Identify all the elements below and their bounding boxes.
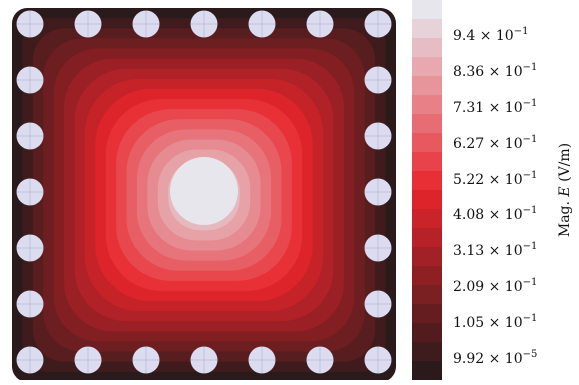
colorbar-band <box>412 19 442 39</box>
colorbar-title-prefix: Mag. <box>557 201 573 238</box>
tick-mantissa: 1.05 <box>453 315 485 332</box>
colorbar-band <box>412 228 442 248</box>
colorbar-band <box>412 114 442 134</box>
colorbar-title-symbol: E <box>557 186 573 197</box>
colorbar-band <box>412 323 442 343</box>
field-magnitude-map <box>12 8 396 380</box>
tick-times-ten: × 10 <box>484 99 523 116</box>
colorbar-tick-label: 6.27 × 10−1 <box>453 133 538 152</box>
tick-exponent: −1 <box>522 97 538 109</box>
colorbar-band <box>412 342 442 362</box>
tick-times-ten: × 10 <box>484 207 523 224</box>
colorbar-band <box>412 76 442 96</box>
tick-exponent: −5 <box>522 349 538 360</box>
tick-exponent: −1 <box>522 61 538 73</box>
colorbar-bands <box>412 0 442 380</box>
colorbar-band <box>412 171 442 191</box>
field-maximum-region <box>170 157 238 225</box>
tick-mantissa: 2.09 <box>453 279 485 296</box>
colorbar-title: Mag. E (V/m) <box>557 143 573 237</box>
colorbar-tick-label: 5.22 × 10−1 <box>453 169 538 188</box>
electrode-array <box>16 10 392 374</box>
tick-exponent: −1 <box>522 241 538 253</box>
tick-times-ten: × 10 <box>484 135 523 152</box>
tick-exponent: −1 <box>522 313 538 325</box>
colorbar-title-unit: (V/m) <box>557 142 573 182</box>
tick-times-ten: × 10 <box>484 315 523 332</box>
tick-mantissa: 9.4 <box>453 28 476 44</box>
colorbar-band <box>412 95 442 115</box>
colorbar-tick-label: 4.08 × 10−1 <box>453 205 538 224</box>
tick-times-ten: × 10 <box>484 243 523 260</box>
tick-exponent: −1 <box>522 169 538 181</box>
tick-mantissa: 9.92 <box>453 351 485 367</box>
colorbar-band <box>412 285 442 305</box>
tick-mantissa: 8.36 <box>453 63 485 80</box>
tick-times-ten: × 10 <box>484 171 523 188</box>
tick-mantissa: 5.22 <box>453 171 485 188</box>
colorbar-tick-label: 8.36 × 10−1 <box>453 61 538 80</box>
colorbar-band <box>412 304 442 324</box>
colorbar-band <box>412 38 442 58</box>
colorbar-band <box>412 190 442 210</box>
colorbar-band <box>412 152 442 172</box>
colorbar-band <box>412 247 442 267</box>
colorbar-band <box>412 361 442 380</box>
tick-exponent: −1 <box>522 277 538 289</box>
tick-times-ten: × 10 <box>484 279 523 296</box>
colorbar-tick-label: 7.31 × 10−1 <box>453 97 538 116</box>
colorbar <box>412 0 442 380</box>
tick-mantissa: 3.13 <box>453 243 485 260</box>
colorbar-band <box>412 57 442 77</box>
tick-exponent: −1 <box>522 133 538 145</box>
tick-times-ten: × 10 <box>475 28 514 44</box>
colorbar-band <box>412 133 442 153</box>
colorbar-band <box>412 266 442 286</box>
tick-exponent: −1 <box>513 26 529 37</box>
tick-mantissa: 7.31 <box>453 99 485 116</box>
colorbar-tick-label: 3.13 × 10−1 <box>453 241 538 260</box>
tick-mantissa: 6.27 <box>453 135 485 152</box>
colorbar-band <box>412 0 442 20</box>
colorbar-tick-label: 1.05 × 10−1 <box>453 313 538 332</box>
tick-times-ten: × 10 <box>484 63 523 80</box>
tick-mantissa: 4.08 <box>453 207 485 224</box>
tick-times-ten: × 10 <box>484 351 523 367</box>
contour-bands <box>12 8 396 380</box>
tick-exponent: −1 <box>522 205 538 217</box>
colorbar-tick-label: 9.92 × 10−5 <box>453 349 538 367</box>
colorbar-tick-label: 9.4 × 10−1 <box>453 26 529 44</box>
colorbar-tick-label: 2.09 × 10−1 <box>453 277 538 296</box>
colorbar-band <box>412 209 442 229</box>
